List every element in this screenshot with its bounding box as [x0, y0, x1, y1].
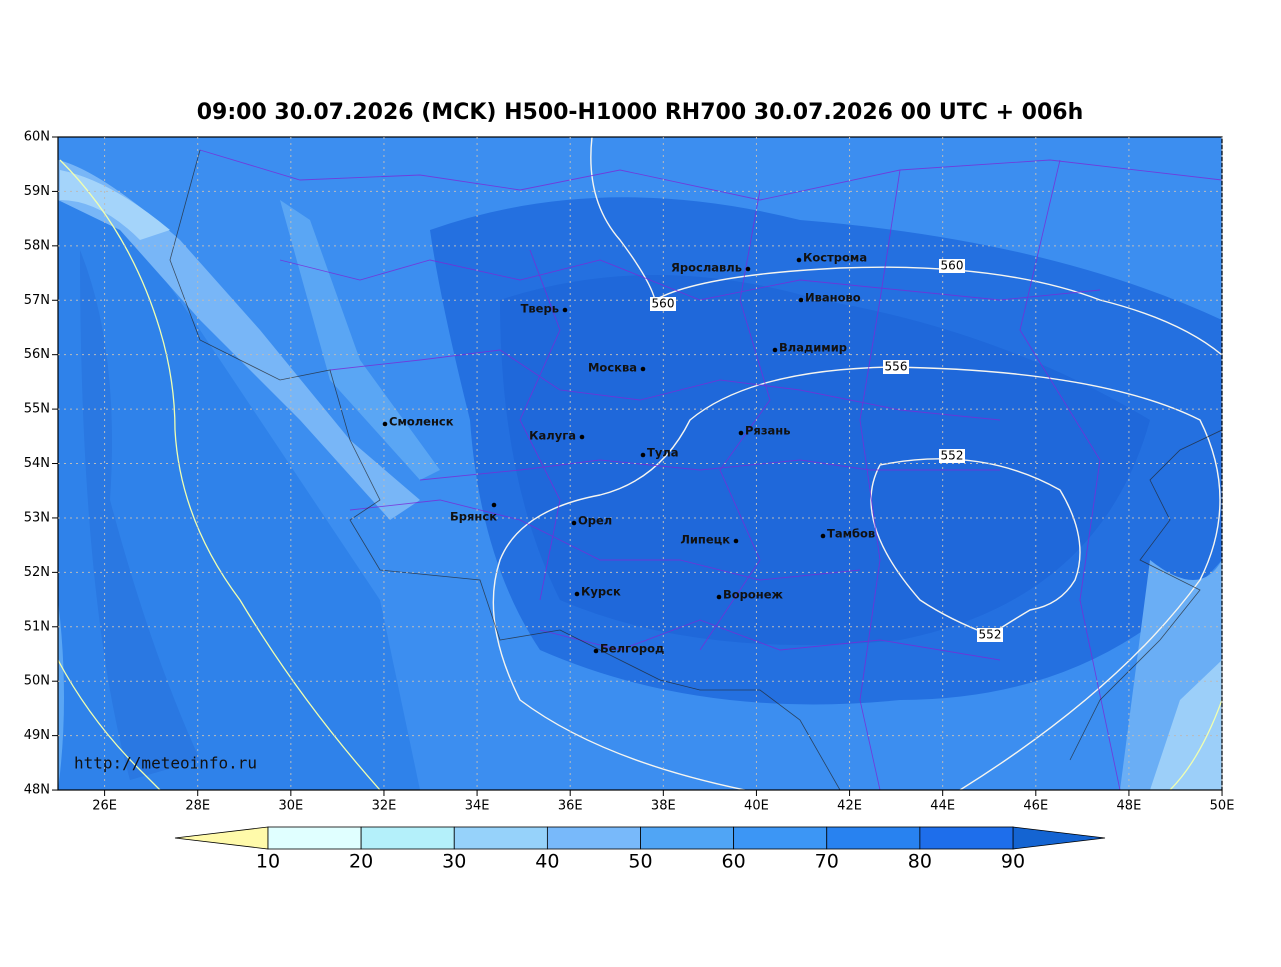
colorbar-tick-label: 50	[628, 851, 652, 873]
colorbar-segment	[267, 826, 362, 850]
city-label: Владимир	[779, 341, 847, 355]
lon-label: 36E	[558, 799, 583, 814]
lon-label: 42E	[837, 799, 862, 814]
lon-label: 40E	[744, 799, 769, 814]
lat-label: 57N	[24, 293, 50, 308]
contour-label: 556	[885, 360, 908, 374]
city-label: Москва	[588, 361, 637, 375]
lon-label: 30E	[278, 799, 303, 814]
colorbar-segment	[453, 826, 548, 850]
city-dot	[733, 538, 739, 544]
colorbar-tick-label: 20	[349, 851, 373, 873]
lat-label: 53N	[24, 510, 50, 525]
city-dot	[562, 307, 568, 313]
contour-label-bg	[939, 449, 965, 463]
lon-label: 50E	[1210, 799, 1235, 814]
city-label: Белгород	[600, 642, 664, 656]
lat-label: 52N	[24, 565, 50, 580]
city-label: Иваново	[805, 291, 861, 305]
lon-label: 28E	[185, 799, 210, 814]
contour-label: 552	[979, 628, 1002, 642]
lon-label: 44E	[930, 799, 955, 814]
lat-label: 54N	[24, 456, 50, 471]
colorbar-segment	[360, 826, 455, 850]
city-dot	[571, 520, 577, 526]
contour-label: 560	[941, 259, 964, 273]
lat-label: 58N	[24, 238, 50, 253]
city-label: Смоленск	[389, 415, 454, 429]
city-dot	[574, 591, 580, 597]
contour-label-bg	[883, 360, 909, 374]
colorbar-segment	[546, 826, 641, 850]
contour-label-bg	[977, 628, 1003, 642]
contour-label: 552	[941, 449, 964, 463]
city-dot	[491, 502, 497, 508]
colorbar-segment	[919, 826, 1014, 850]
lat-label: 50N	[24, 674, 50, 689]
lat-label: 51N	[24, 619, 50, 634]
city-dot	[820, 533, 826, 539]
city-dot	[640, 366, 646, 372]
lat-label: 56N	[24, 347, 50, 362]
city-dot	[798, 297, 804, 303]
city-label: Тамбов	[827, 527, 875, 541]
colorbar-over	[1012, 826, 1106, 850]
colorbar-segment	[640, 826, 735, 850]
city-label: Брянск	[450, 510, 497, 524]
lat-label: 49N	[24, 728, 50, 743]
contour-label-bg	[939, 259, 965, 273]
city-label: Воронеж	[723, 588, 784, 602]
lon-label: 34E	[465, 799, 490, 814]
city-label: Ярославль	[671, 261, 742, 275]
lat-label: 59N	[24, 184, 50, 199]
city-label: Калуга	[529, 429, 576, 443]
city-label: Кострома	[803, 251, 867, 265]
colorbar-tick-label: 60	[722, 851, 746, 873]
city-dot	[772, 347, 778, 353]
city-dot	[640, 452, 646, 458]
city-dot	[382, 421, 388, 427]
city-label: Липецк	[680, 533, 730, 547]
lat-label: 48N	[24, 783, 50, 798]
city-dot	[716, 594, 722, 600]
city-dot	[796, 257, 802, 263]
city-dot	[738, 430, 744, 436]
city-label: Курск	[581, 585, 621, 599]
colorbar-segment	[826, 826, 921, 850]
lon-label: 32E	[372, 799, 397, 814]
colorbar-tick-label: 70	[815, 851, 839, 873]
colorbar-under	[174, 826, 269, 850]
colorbar-tick-label: 30	[442, 851, 466, 873]
lon-label: 48E	[1117, 799, 1142, 814]
lon-label: 46E	[1023, 799, 1048, 814]
city-label: Рязань	[745, 424, 790, 438]
colorbar-tick-label: 40	[535, 851, 559, 873]
colorbar-tick-label: 10	[256, 851, 280, 873]
lon-label: 26E	[92, 799, 117, 814]
title: 09:00 30.07.2026 (MCK) H500-H1000 RH700 …	[197, 100, 1084, 125]
city-dot	[593, 648, 599, 654]
contour-label: 560	[652, 297, 675, 311]
lat-label: 60N	[24, 130, 50, 145]
city-dot	[579, 434, 585, 440]
lat-label: 55N	[24, 402, 50, 417]
city-label: Тверь	[521, 302, 559, 316]
watermark: http://meteoinfo.ru	[74, 754, 257, 773]
colorbar-segment	[733, 826, 828, 850]
colorbar-tick-label: 90	[1001, 851, 1025, 873]
contour-label-bg	[650, 297, 676, 311]
city-label: Орел	[578, 514, 612, 528]
city-dot	[745, 266, 751, 272]
city-label: Тула	[647, 446, 679, 460]
lon-label: 38E	[651, 799, 676, 814]
colorbar-tick-label: 80	[908, 851, 932, 873]
